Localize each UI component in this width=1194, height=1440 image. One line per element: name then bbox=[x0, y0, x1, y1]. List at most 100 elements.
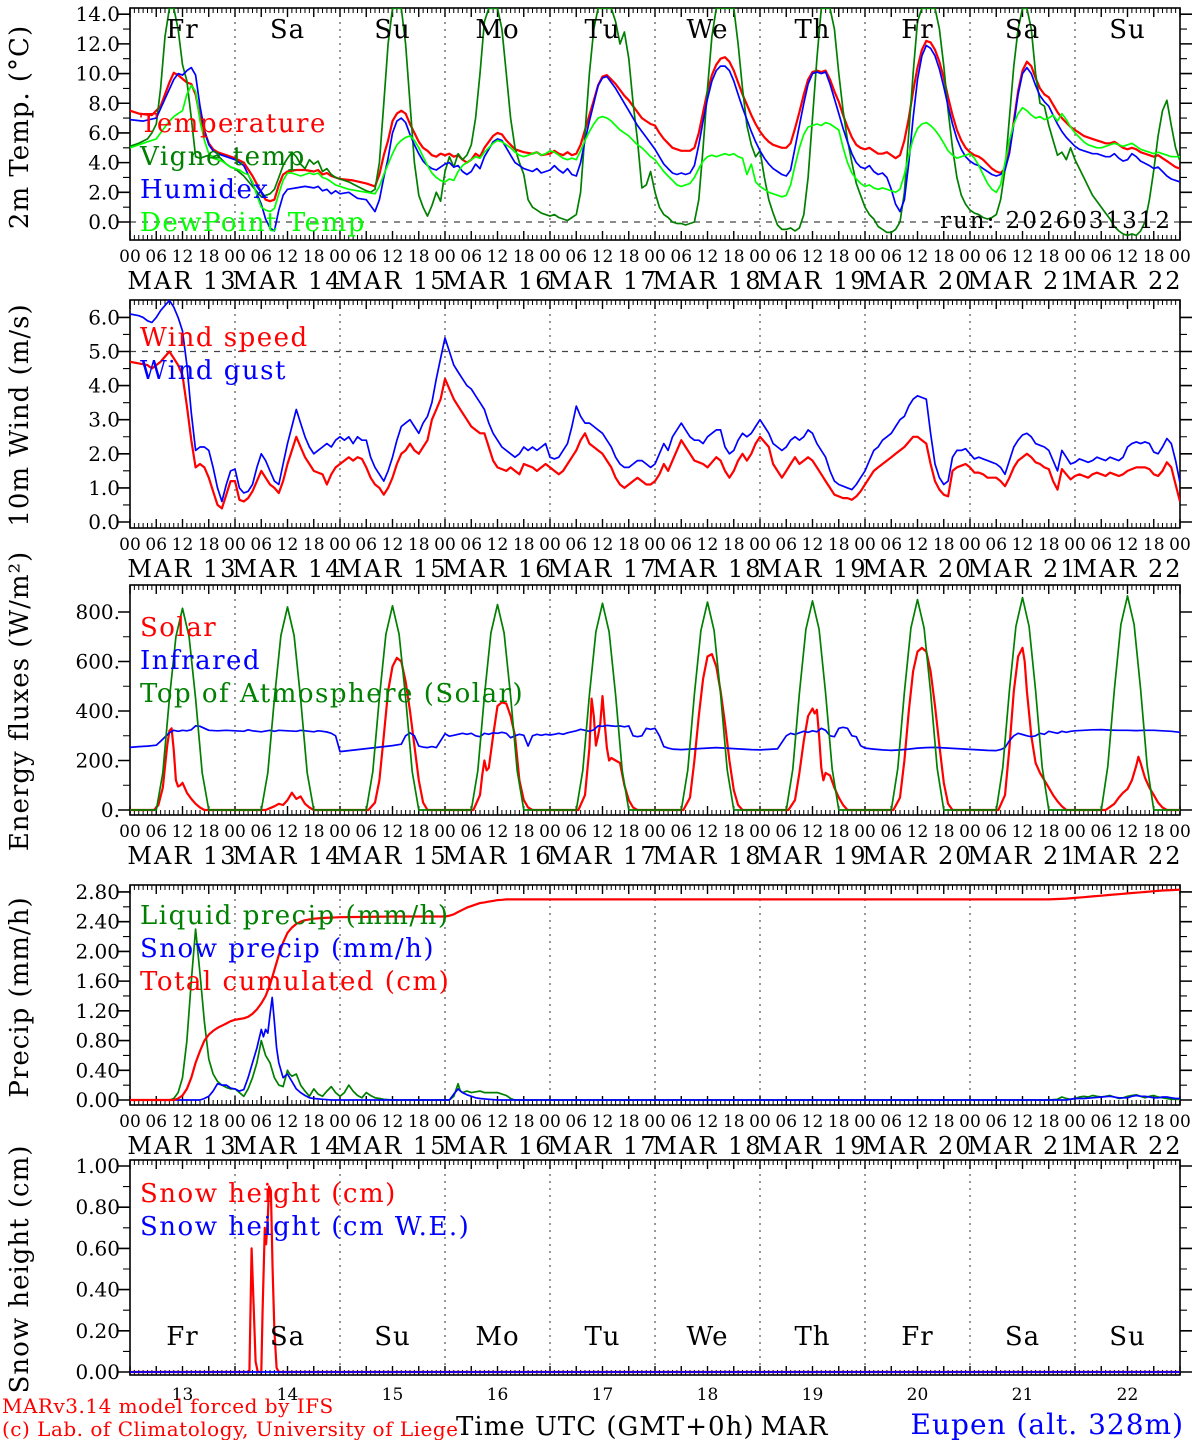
xtick-label: 06 bbox=[775, 822, 797, 842]
mar-label: MAR 15 bbox=[337, 267, 447, 295]
series-wind-gust bbox=[130, 300, 1180, 503]
legend-item-temperature: Temperature bbox=[140, 109, 327, 139]
xtick-label: 12 bbox=[382, 822, 404, 842]
xtick-label: 06 bbox=[460, 822, 482, 842]
xtick-label: 18 bbox=[1143, 1112, 1165, 1132]
legend-item-dewpoint: DewPoint Temp bbox=[140, 208, 366, 238]
mar-label: MAR 16 bbox=[442, 555, 552, 583]
xtick-label: 06 bbox=[250, 1112, 272, 1132]
legend-item-snow-height-we: Snow height (cm W.E.) bbox=[140, 1212, 471, 1242]
ytick-label: 5.0 bbox=[88, 340, 120, 364]
series-total-cumulated-cm bbox=[130, 888, 1180, 1102]
dow-label: Su bbox=[1109, 15, 1146, 45]
y-major-ticks bbox=[118, 13, 1192, 223]
dow-label: Th bbox=[794, 1322, 830, 1352]
xtick-label: 06 bbox=[670, 822, 692, 842]
dow-label: Sa bbox=[1005, 15, 1040, 45]
xtick-label: 06 bbox=[1090, 822, 1112, 842]
xtick-label: 00 bbox=[434, 822, 456, 842]
day-gridlines bbox=[234, 300, 1076, 528]
xtick-label: 00 bbox=[959, 247, 981, 267]
xtick-label: 18 bbox=[1038, 535, 1060, 555]
legend-item-vigne-temp: Vigne temp bbox=[140, 142, 306, 172]
legend-item-liquid-precip: Liquid precip (mm/h) bbox=[140, 901, 450, 931]
run-timestamp-label: run: 2026031312 bbox=[939, 208, 1172, 234]
panel-frame bbox=[129, 7, 1181, 241]
dow-label: Su bbox=[374, 1322, 411, 1352]
xtick-label: 18 bbox=[1038, 247, 1060, 267]
xtick-label: 06 bbox=[355, 535, 377, 555]
ytick-label: 1.20 bbox=[75, 999, 120, 1023]
series-snow-height-cm bbox=[130, 1185, 1180, 1374]
y-major-ticks bbox=[118, 1165, 1192, 1373]
xtick-label: 00 bbox=[119, 1112, 141, 1132]
time-utc-label: Time UTC (GMT+0h) bbox=[456, 1412, 755, 1440]
xtick-label: 18 bbox=[828, 822, 850, 842]
legend-item-wind-gust: Wind gust bbox=[140, 356, 287, 386]
mar-label: MAR 19 bbox=[757, 842, 867, 870]
ytick-label: 6.0 bbox=[88, 305, 120, 329]
xtick-label: 06 bbox=[145, 247, 167, 267]
ytick-label: 0.00 bbox=[75, 1088, 120, 1112]
xtick-label: 00 bbox=[434, 535, 456, 555]
panel-frame bbox=[129, 1159, 1181, 1376]
ytick-label: 0.40 bbox=[75, 1278, 120, 1302]
legend-wind-panel: Wind speed Wind gust bbox=[140, 322, 309, 388]
xtick-label: 00 bbox=[224, 822, 246, 842]
ytick-label: 2.0 bbox=[88, 180, 120, 204]
xtick-label: 00 bbox=[329, 247, 351, 267]
mar-label: MAR 17 bbox=[547, 1132, 657, 1160]
ytick-label: 6.0 bbox=[88, 121, 120, 145]
month-label: MAR bbox=[760, 1412, 829, 1440]
xtick-label: 06 bbox=[565, 535, 587, 555]
xtick-label: 06 bbox=[985, 247, 1007, 267]
num-label: 14 bbox=[277, 1385, 299, 1405]
ytick-label: 0. bbox=[101, 798, 120, 822]
mar-label: MAR 22 bbox=[1072, 555, 1182, 583]
dow-label: Mo bbox=[475, 1322, 519, 1352]
x-minor-ticks bbox=[133, 585, 1177, 815]
xtick-label: 00 bbox=[224, 535, 246, 555]
xtick-label: 18 bbox=[933, 822, 955, 842]
xtick-label: 06 bbox=[355, 247, 377, 267]
xtick-label: 18 bbox=[303, 535, 325, 555]
mar-label: MAR 19 bbox=[757, 1132, 867, 1160]
xtick-label: 06 bbox=[880, 1112, 902, 1132]
xtick-label: 00 bbox=[854, 247, 876, 267]
ytick-label: 1.60 bbox=[75, 969, 120, 993]
series-dewpoint-temp bbox=[130, 84, 1180, 213]
ytick-label: 12.0 bbox=[75, 32, 120, 56]
mar-label: MAR 21 bbox=[967, 1132, 1077, 1160]
mar-label: MAR 21 bbox=[967, 842, 1077, 870]
dow-label: We bbox=[687, 15, 729, 45]
xtick-label: 18 bbox=[828, 535, 850, 555]
dow-label: Su bbox=[1109, 1322, 1146, 1352]
xtick-label: 00 bbox=[1064, 1112, 1086, 1132]
xtick-label: 18 bbox=[303, 1112, 325, 1132]
mar-label: MAR 16 bbox=[442, 1132, 552, 1160]
xtick-label: 00 bbox=[329, 822, 351, 842]
mar-label: MAR 17 bbox=[547, 267, 657, 295]
xtick-label: 00 bbox=[644, 535, 666, 555]
ytick-label: 0.60 bbox=[75, 1236, 120, 1260]
xtick-label: 06 bbox=[250, 247, 272, 267]
num-label: 17 bbox=[592, 1385, 614, 1405]
ytick-label: 400. bbox=[75, 699, 120, 723]
xtick-label: 12 bbox=[382, 535, 404, 555]
series-top-of-atmosphere-solar bbox=[130, 595, 1180, 811]
ytick-label: 0.0 bbox=[88, 510, 120, 534]
xtick-label: 18 bbox=[408, 247, 430, 267]
mar-label: MAR 13 bbox=[127, 555, 237, 583]
xtick-label: 12 bbox=[1117, 535, 1139, 555]
mar-label: MAR 19 bbox=[757, 267, 867, 295]
time-axis-caption: Time UTC (GMT+0h) MAR bbox=[456, 1412, 828, 1440]
xtick-label: 18 bbox=[303, 247, 325, 267]
xtick-label: 00 bbox=[1169, 535, 1191, 555]
y-major-ticks bbox=[118, 316, 1192, 523]
mar-label: MAR 22 bbox=[1072, 842, 1182, 870]
xtick-label: 12 bbox=[172, 822, 194, 842]
xtick-label: 18 bbox=[723, 247, 745, 267]
xtick-label: 06 bbox=[460, 535, 482, 555]
xtick-label: 12 bbox=[172, 1112, 194, 1132]
